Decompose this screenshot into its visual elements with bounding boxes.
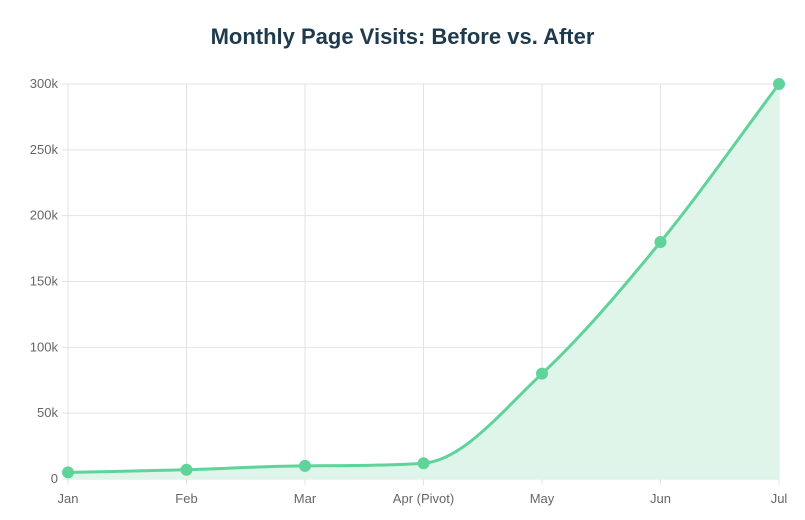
area-fill	[68, 84, 779, 479]
y-tick-label: 250k	[30, 142, 59, 157]
data-point[interactable]	[654, 236, 667, 248]
grid	[62, 83, 780, 485]
x-tick-label: Jun	[650, 491, 671, 506]
x-tick-label: Mar	[294, 491, 317, 506]
x-tick-label: Feb	[175, 491, 197, 506]
x-tick-label: May	[530, 491, 555, 506]
y-tick-label: 100k	[30, 339, 59, 354]
data-point[interactable]	[536, 367, 548, 380]
x-axis-labels: Jan Feb Mar Apr (Pivot) May Jun Jul	[58, 491, 788, 506]
x-tick-label: Jan	[58, 491, 79, 506]
data-point[interactable]	[62, 466, 74, 479]
x-tick-label: Jul	[771, 491, 788, 506]
x-tick-label: Apr (Pivot)	[393, 491, 454, 506]
data-point[interactable]	[417, 457, 430, 470]
y-tick-label: 300k	[30, 76, 59, 91]
y-tick-label: 0	[51, 471, 58, 486]
chart-title: Monthly Page Visits: Before vs. After	[210, 24, 595, 49]
y-tick-label: 50k	[37, 405, 58, 420]
points-layer	[62, 78, 785, 479]
y-tick-label: 150k	[30, 274, 59, 289]
area-layer	[68, 84, 779, 479]
y-tick-label: 200k	[30, 208, 59, 223]
data-point[interactable]	[299, 459, 311, 472]
y-axis-labels: 0 50k 100k 150k 200k 250k 300k	[30, 76, 59, 486]
data-point[interactable]	[180, 463, 193, 476]
data-point[interactable]	[773, 78, 785, 90]
